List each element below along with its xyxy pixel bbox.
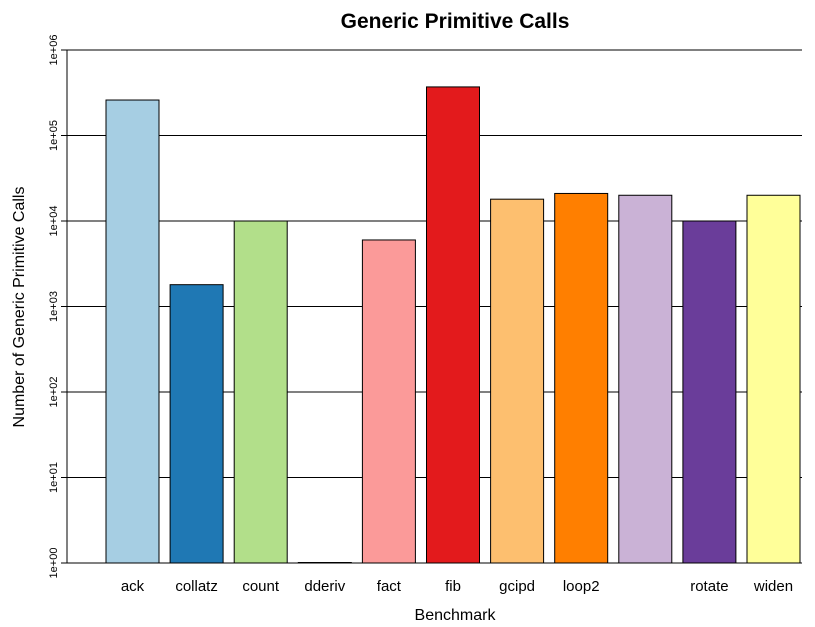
x-axis-categories: ack collatz count dderiv fact fib gcipd loop2 ro… xyxy=(121,578,793,595)
x-tick-label: dderiv xyxy=(304,578,345,595)
bar-gcipd xyxy=(490,198,545,564)
bar-unlabeled xyxy=(618,194,673,564)
bar-count xyxy=(233,220,288,564)
bar-fact xyxy=(361,239,416,564)
y-tick-label: 1e+00 xyxy=(48,548,60,579)
y-axis-ticks: 1e+00 1e+01 1e+02 1e+03 1e+04 1e+05 1e+06 xyxy=(48,35,67,579)
bars xyxy=(105,86,801,564)
x-tick-label: count xyxy=(242,578,280,595)
bar-collatz xyxy=(169,284,224,564)
bar-dderiv xyxy=(297,562,352,564)
x-tick-label: widen xyxy=(753,578,793,595)
x-tick-label: loop2 xyxy=(563,578,600,595)
y-tick-label: 1e+03 xyxy=(48,291,60,322)
y-tick-label: 1e+02 xyxy=(48,377,60,408)
x-axis-label: Benchmark xyxy=(415,607,497,624)
bar-widen xyxy=(746,194,801,564)
y-tick-label: 1e+04 xyxy=(48,206,60,237)
bar-rotate xyxy=(682,220,737,564)
x-tick-label: ack xyxy=(121,578,145,595)
y-tick-label: 1e+05 xyxy=(48,120,60,151)
bar-ack xyxy=(105,99,160,564)
x-tick-label: rotate xyxy=(690,578,728,595)
y-tick-label: 1e+01 xyxy=(48,462,60,493)
x-tick-label: fib xyxy=(445,578,461,595)
x-tick-label: gcipd xyxy=(499,578,535,595)
y-axis-label: Number of Generic Primitive Calls xyxy=(11,187,28,428)
x-tick-label: fact xyxy=(377,578,402,595)
bar-loop2 xyxy=(554,192,609,564)
x-tick-label: collatz xyxy=(175,578,218,595)
y-tick-label: 1e+06 xyxy=(48,35,60,66)
chart-title: Generic Primitive Calls xyxy=(341,10,570,33)
bar-fib xyxy=(426,86,480,564)
